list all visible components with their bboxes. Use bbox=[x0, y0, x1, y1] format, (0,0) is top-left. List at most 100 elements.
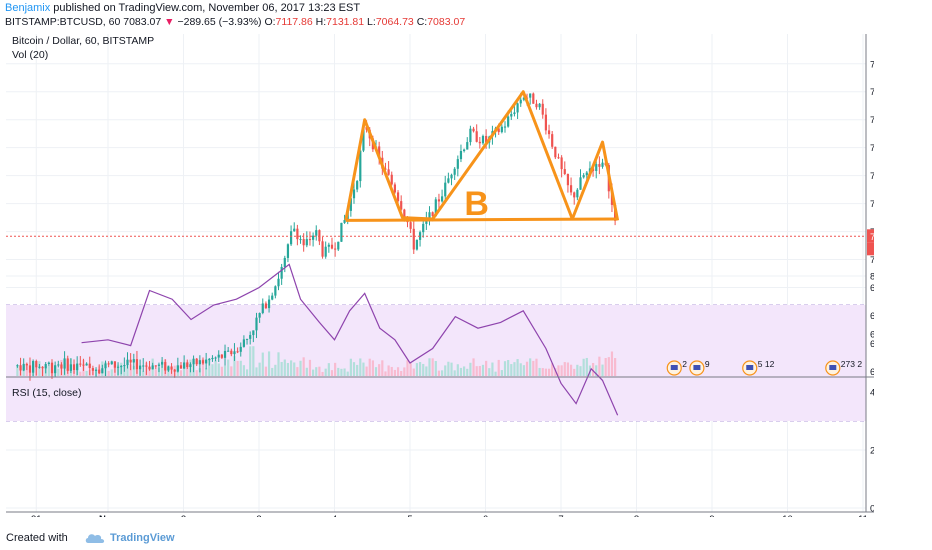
candle-body bbox=[519, 99, 522, 104]
candle-body bbox=[522, 97, 525, 100]
candle-body bbox=[598, 164, 601, 167]
volume-bar bbox=[352, 362, 356, 376]
candle-body bbox=[337, 241, 340, 250]
time-tick-label: 9 bbox=[709, 514, 714, 517]
volume-bar bbox=[544, 368, 547, 376]
volume-bar bbox=[223, 365, 227, 376]
open-value: 7117.86 bbox=[275, 16, 313, 28]
volume-bar bbox=[267, 351, 271, 376]
price-tick-label: 7700.00 bbox=[870, 59, 874, 70]
candle-body bbox=[110, 361, 113, 365]
tradingview-brand[interactable]: TradingView bbox=[110, 532, 175, 544]
candle-body bbox=[362, 126, 365, 151]
candle-body bbox=[129, 359, 132, 363]
high-label: H: bbox=[315, 16, 327, 28]
volume-bar bbox=[519, 363, 522, 376]
volume-bar bbox=[551, 363, 554, 376]
candle-body bbox=[566, 174, 570, 186]
candle-body bbox=[305, 239, 308, 246]
author-link[interactable]: Benjamix bbox=[5, 2, 51, 14]
candle-body bbox=[145, 365, 148, 367]
candle-body bbox=[176, 365, 179, 372]
candle-body bbox=[541, 103, 544, 115]
event-count[interactable]: 2 bbox=[682, 359, 687, 369]
candle-body bbox=[327, 244, 330, 247]
candle-body bbox=[69, 364, 72, 371]
candle-body bbox=[123, 365, 126, 367]
candle-body bbox=[356, 181, 359, 190]
volume-bar bbox=[579, 366, 582, 376]
candle-body bbox=[258, 313, 261, 318]
us-flag-icon bbox=[693, 365, 701, 370]
volume-bar bbox=[469, 362, 472, 376]
volume-bar bbox=[179, 370, 183, 376]
volume-bar bbox=[463, 366, 466, 376]
candle-body bbox=[189, 364, 192, 368]
candle-body bbox=[396, 192, 400, 202]
volume-bar bbox=[566, 362, 570, 376]
candle-body bbox=[214, 357, 217, 359]
candle-body bbox=[195, 358, 198, 365]
candle-body bbox=[72, 364, 76, 371]
chart-frame[interactable]: 2 9 5 12 273 2 7 7700.00 7600.00 7500.00 7400.0… bbox=[6, 34, 921, 525]
candle-body bbox=[44, 363, 47, 369]
rsi-tick-label: 20.0000 bbox=[870, 446, 874, 457]
candle-body bbox=[437, 199, 441, 202]
candle-body bbox=[233, 351, 236, 355]
pattern-drawing[interactable] bbox=[344, 90, 620, 222]
candle-body bbox=[205, 359, 208, 364]
candle-body bbox=[98, 369, 101, 374]
event-count[interactable]: 9 bbox=[705, 359, 710, 369]
volume-bar bbox=[208, 358, 211, 376]
candle-body bbox=[104, 363, 107, 369]
volume-bar bbox=[346, 371, 349, 376]
volume-bar bbox=[107, 370, 110, 376]
candle-body bbox=[57, 364, 60, 366]
event-count[interactable]: 5 12 bbox=[758, 359, 775, 369]
us-flag-icon bbox=[746, 365, 754, 370]
candle-body bbox=[359, 150, 362, 182]
volume-bar bbox=[400, 371, 403, 376]
candle-body bbox=[500, 126, 503, 133]
chart-svg[interactable]: 2 9 5 12 273 2 7 7700.00 7600.00 7500.00 7400.0… bbox=[6, 34, 921, 525]
volume-bar bbox=[541, 368, 544, 376]
volume-bar bbox=[242, 365, 245, 376]
candle-body bbox=[113, 361, 117, 368]
volume-bar bbox=[604, 357, 607, 376]
candle-body bbox=[120, 366, 123, 368]
candle-body bbox=[132, 359, 135, 363]
pattern-zigzag[interactable] bbox=[344, 90, 620, 221]
volume-bar bbox=[327, 363, 330, 376]
volume-bar bbox=[337, 367, 340, 376]
candle-body bbox=[497, 128, 500, 133]
tradingview-cloud-icon[interactable] bbox=[84, 532, 106, 544]
candle-body bbox=[403, 209, 406, 217]
candle-body bbox=[330, 244, 334, 249]
candle-body bbox=[384, 168, 387, 170]
candle-body bbox=[173, 369, 176, 372]
event-count[interactable]: 273 2 bbox=[841, 359, 863, 369]
volume-bar bbox=[415, 363, 419, 376]
candle-body bbox=[289, 231, 293, 245]
last-price: 7083.07 bbox=[123, 16, 162, 28]
volume-bar bbox=[403, 367, 406, 376]
volume-bar bbox=[595, 365, 598, 376]
candle-body bbox=[54, 365, 57, 374]
candle-body bbox=[510, 113, 513, 117]
low-label: L: bbox=[367, 16, 376, 28]
candle-body bbox=[151, 365, 154, 370]
volume-bar bbox=[409, 363, 412, 376]
symbol: BITSTAMP:BTCUSD, 60 bbox=[5, 16, 121, 28]
rsi-line bbox=[81, 263, 619, 416]
candle-body bbox=[579, 177, 582, 190]
volume-bar bbox=[132, 365, 135, 376]
pattern-neckline[interactable] bbox=[345, 217, 618, 222]
volume-bar bbox=[453, 370, 456, 376]
candle-body bbox=[227, 350, 230, 352]
last-price-label: 7083.07 bbox=[870, 232, 874, 243]
volume-bar bbox=[459, 367, 463, 376]
time-tick-label: 4 bbox=[332, 514, 337, 517]
candle-body bbox=[249, 335, 252, 339]
volume-bar bbox=[349, 358, 352, 376]
volume-bar bbox=[305, 367, 308, 376]
